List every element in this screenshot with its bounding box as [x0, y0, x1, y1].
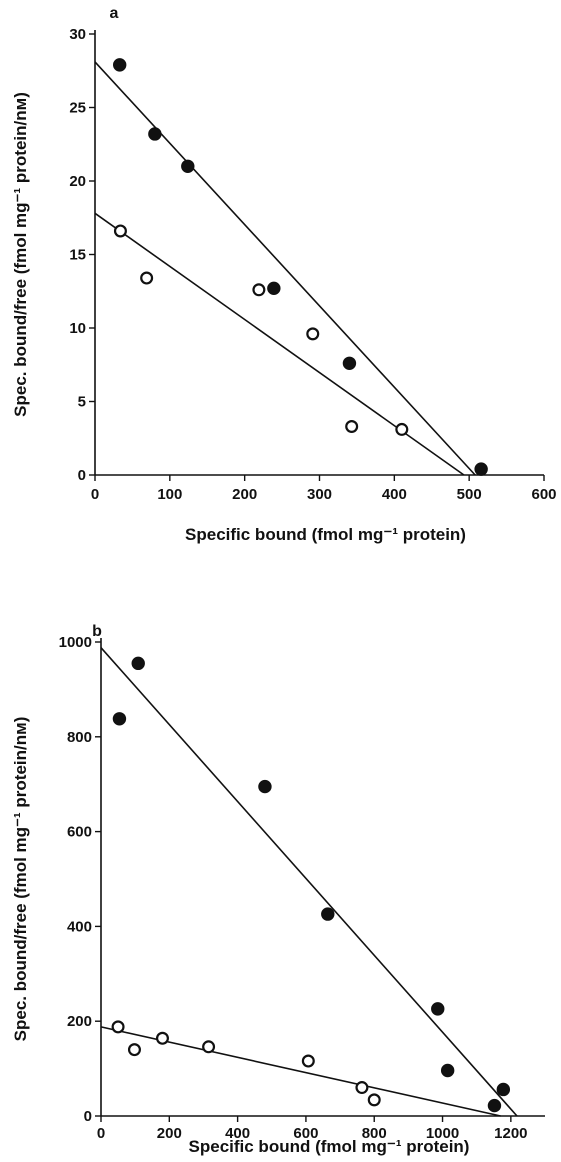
- x-tick-label: 600: [531, 486, 556, 503]
- x-tick-label: 100: [157, 486, 182, 503]
- data-point-filled: [487, 1098, 502, 1113]
- data-point-open: [355, 1081, 369, 1095]
- panel-letter: a: [110, 5, 119, 22]
- y-tick-label: 200: [67, 1013, 92, 1030]
- y-tick-label: 15: [69, 247, 86, 264]
- x-tick-label: 400: [225, 1125, 250, 1142]
- y-tick-label: 25: [69, 100, 86, 117]
- x-tick-label: 0: [91, 486, 99, 503]
- x-tick-label: 0: [97, 1125, 105, 1142]
- data-point-open: [140, 271, 154, 285]
- y-tick-label: 20: [69, 173, 86, 190]
- data-point-filled: [496, 1082, 511, 1097]
- data-point-open: [395, 422, 409, 436]
- data-point-filled: [321, 907, 335, 921]
- fit-line: [94, 61, 476, 476]
- y-tick-label: 400: [67, 918, 92, 935]
- y-tick-label: 5: [78, 394, 86, 411]
- data-point-filled: [112, 712, 127, 726]
- fit-line: [100, 647, 518, 1117]
- x-tick-label: 1000: [426, 1125, 459, 1142]
- data-point-open: [202, 1040, 216, 1054]
- data-point-open: [367, 1093, 381, 1107]
- y-tick-label: 1000: [59, 634, 92, 651]
- x-axis-label: Specific bound (fmol mg⁻¹ protein): [185, 525, 466, 544]
- data-point-open: [252, 283, 266, 297]
- y-tick-label: 30: [69, 26, 86, 43]
- data-point-filled: [342, 356, 357, 370]
- fit-line: [94, 212, 465, 476]
- x-tick-label: 500: [457, 486, 482, 503]
- y-tick-label: 800: [67, 729, 92, 746]
- x-tick-label: 200: [232, 486, 257, 503]
- x-tick-label: 800: [362, 1125, 387, 1142]
- x-tick-label: 300: [307, 486, 332, 503]
- y-tick-label: 0: [84, 1108, 92, 1125]
- data-point-filled: [440, 1063, 455, 1078]
- data-point-open: [111, 1020, 125, 1034]
- data-point-open: [113, 224, 127, 238]
- x-tick-label: 200: [157, 1125, 182, 1142]
- data-point-filled: [258, 779, 272, 794]
- panel-letter: b: [92, 623, 102, 640]
- data-point-filled: [112, 58, 127, 72]
- x-tick-label: 400: [382, 486, 407, 503]
- data-point-filled: [267, 281, 281, 296]
- data-point-open: [306, 327, 320, 341]
- y-axis-label: Spec. bound/free (fmol mg⁻¹ protein/nм): [11, 717, 30, 1042]
- y-tick-label: 0: [78, 467, 86, 484]
- data-point-open: [345, 419, 359, 433]
- panel-b: b 0 200 400 600 800 1000 0 200 400 600 800 1000 1200 S…: [11, 623, 545, 1156]
- data-point-filled: [148, 127, 162, 141]
- data-point-filled: [474, 462, 488, 476]
- y-tick-label: 600: [67, 824, 92, 841]
- x-tick-label: 600: [293, 1125, 318, 1142]
- data-point-filled: [181, 159, 195, 174]
- data-point-open: [301, 1054, 315, 1068]
- y-tick-label: 10: [69, 320, 86, 337]
- data-point-filled: [131, 656, 145, 671]
- data-point-filled: [431, 1002, 445, 1016]
- y-axis-label: Spec. bound/free (fmol mg⁻¹ protein/nм): [11, 92, 30, 417]
- data-point-open: [127, 1043, 141, 1057]
- x-axis-label: Specific bound (fmol mg⁻¹ protein): [189, 1137, 470, 1156]
- x-tick-label: 1200: [494, 1125, 527, 1142]
- data-point-open: [155, 1031, 169, 1045]
